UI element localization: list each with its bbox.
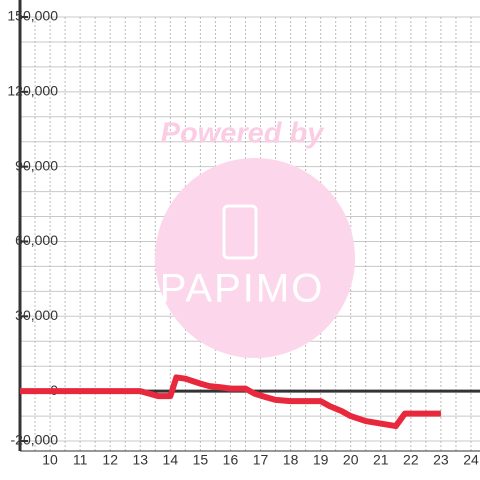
- x-tick-label: 14: [163, 452, 179, 468]
- y-tick-label: 30,000: [15, 307, 58, 323]
- phone-icon: [222, 204, 258, 260]
- x-tick-label: 15: [193, 452, 209, 468]
- x-tick-label: 23: [433, 452, 449, 468]
- x-tick-label: 13: [132, 452, 148, 468]
- x-tick-label: 20: [343, 452, 359, 468]
- y-tick-label: 60,000: [15, 232, 58, 248]
- data-line: [20, 374, 441, 430]
- x-tick-label: 19: [313, 452, 329, 468]
- watermark-logo: PAPIMO: [160, 267, 325, 311]
- y-tick-label: 150,000: [7, 8, 58, 24]
- x-tick-label: 22: [403, 452, 419, 468]
- x-tick-label: 18: [283, 452, 299, 468]
- x-tick-label: 16: [223, 452, 239, 468]
- watermark-caption: Powered by: [161, 118, 326, 150]
- x-tick-label: 24: [463, 452, 479, 468]
- x-tick-label: 17: [253, 452, 269, 468]
- y-tick-label: 120,000: [7, 83, 58, 99]
- x-tick-label: 10: [42, 452, 58, 468]
- x-tick-label: 21: [373, 452, 389, 468]
- watermark: Powered by PAPIMO: [155, 118, 355, 358]
- x-tick-label: 12: [102, 452, 118, 468]
- y-tick-label: 90,000: [15, 157, 58, 173]
- y-tick-label: -20,000: [11, 432, 59, 448]
- x-tick-label: 11: [73, 452, 88, 468]
